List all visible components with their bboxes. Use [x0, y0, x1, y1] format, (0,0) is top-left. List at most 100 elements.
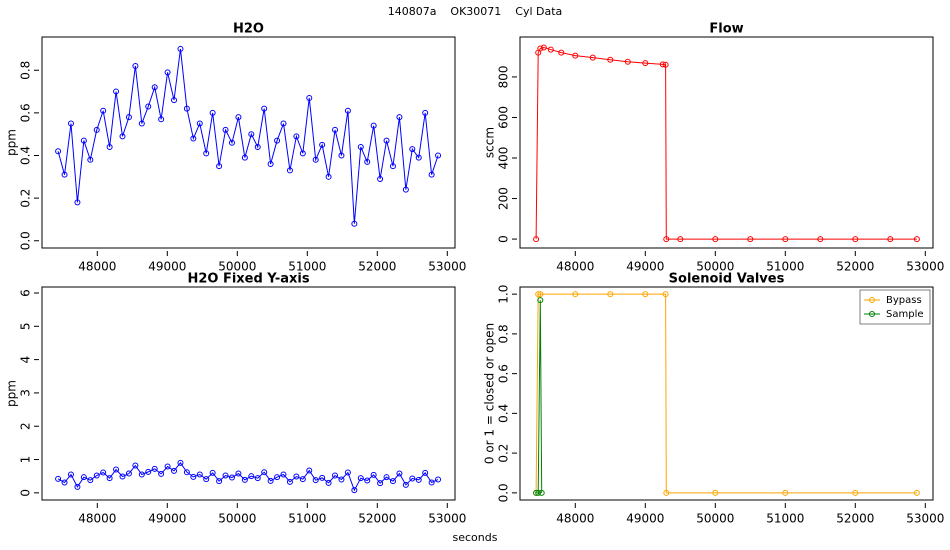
x-tick-label: 52000	[358, 512, 396, 526]
data-point	[537, 45, 544, 52]
data-point	[87, 477, 94, 484]
y-tick-label: 0.8	[19, 61, 33, 80]
data-point	[435, 152, 442, 159]
y-tick-label: 0.2	[497, 444, 511, 463]
data-point	[151, 84, 158, 91]
data-point	[228, 474, 235, 481]
data-point	[364, 477, 371, 484]
x-tick-label: 50000	[696, 512, 734, 526]
x-tick-label: 51000	[766, 260, 804, 274]
data-point	[209, 109, 216, 116]
x-tick-label: 51000	[288, 260, 326, 274]
y-tick-label: 600	[497, 106, 511, 129]
data-point	[164, 69, 171, 76]
data-point	[402, 186, 409, 193]
data-point	[533, 236, 540, 243]
data-point	[547, 46, 554, 53]
data-point	[196, 471, 203, 478]
data-point	[537, 291, 544, 298]
data-point	[177, 459, 184, 466]
data-point	[817, 236, 824, 243]
data-point	[402, 481, 409, 488]
data-point	[435, 476, 442, 483]
x-tick-label: 48000	[78, 512, 116, 526]
data-point	[535, 291, 542, 298]
data-point	[216, 478, 223, 485]
data-point	[274, 474, 281, 481]
data-point	[125, 470, 132, 477]
data-point	[145, 103, 152, 110]
data-point	[712, 236, 719, 243]
x-tick-label: 49000	[626, 512, 664, 526]
data-point	[607, 56, 614, 63]
data-point	[409, 146, 416, 153]
data-point	[396, 470, 403, 477]
plot-frame	[41, 286, 456, 501]
y-tick-label: 0	[19, 489, 33, 497]
data-point	[158, 116, 165, 123]
data-point	[151, 465, 158, 472]
x-tick-label: 49000	[626, 260, 664, 274]
y-tick-label: 0.8	[497, 324, 511, 343]
data-point	[415, 476, 422, 483]
y-tick-label: 6	[19, 289, 33, 297]
data-point	[67, 471, 74, 478]
x-tick-label: 49000	[148, 260, 186, 274]
data-point	[183, 105, 190, 112]
data-point	[312, 477, 319, 484]
data-point	[572, 291, 579, 298]
page-title: 140807a OK30071 Cyl Data	[388, 5, 563, 18]
data-point	[261, 105, 268, 112]
data-point	[332, 472, 339, 479]
data-point	[177, 45, 184, 52]
data-point	[55, 475, 62, 482]
data-point	[261, 469, 268, 476]
data-point	[332, 126, 339, 133]
data-point	[222, 126, 229, 133]
data-point	[286, 478, 293, 485]
data-point	[662, 61, 669, 68]
data-point	[712, 489, 719, 496]
data-point	[428, 479, 435, 486]
data-point	[351, 220, 358, 227]
data-point	[852, 489, 859, 496]
data-point	[87, 156, 94, 163]
data-point	[93, 472, 100, 479]
data-point	[61, 171, 68, 178]
data-point	[306, 94, 313, 101]
y-tick-label: 0.4	[19, 146, 33, 165]
data-point	[428, 171, 435, 178]
y-tick-label: 0.0	[19, 231, 33, 250]
data-point	[190, 135, 197, 142]
data-point	[572, 52, 579, 59]
data-point	[293, 133, 300, 140]
x-axis-label: seconds	[453, 531, 498, 544]
data-point	[377, 480, 384, 487]
data-point	[338, 476, 345, 483]
data-point	[113, 466, 120, 473]
plot-frame	[519, 286, 934, 501]
data-point	[383, 474, 390, 481]
y-tick-label: 400	[497, 147, 511, 170]
panel-title: Flow	[709, 22, 743, 37]
data-point	[222, 472, 229, 479]
data-point	[422, 109, 429, 116]
data-point	[67, 120, 74, 127]
data-point	[113, 88, 120, 95]
series-line	[57, 48, 439, 224]
data-point	[190, 473, 197, 480]
x-tick-label: 53000	[428, 260, 466, 274]
data-point	[106, 475, 113, 482]
data-point	[93, 126, 100, 133]
data-point	[370, 471, 377, 478]
data-point	[228, 139, 235, 146]
data-point	[396, 114, 403, 121]
data-point	[535, 489, 542, 496]
data-point	[642, 60, 649, 67]
data-point	[267, 477, 274, 484]
data-point	[203, 476, 210, 483]
data-point	[913, 236, 920, 243]
data-point	[280, 120, 287, 127]
series-line	[536, 300, 543, 494]
